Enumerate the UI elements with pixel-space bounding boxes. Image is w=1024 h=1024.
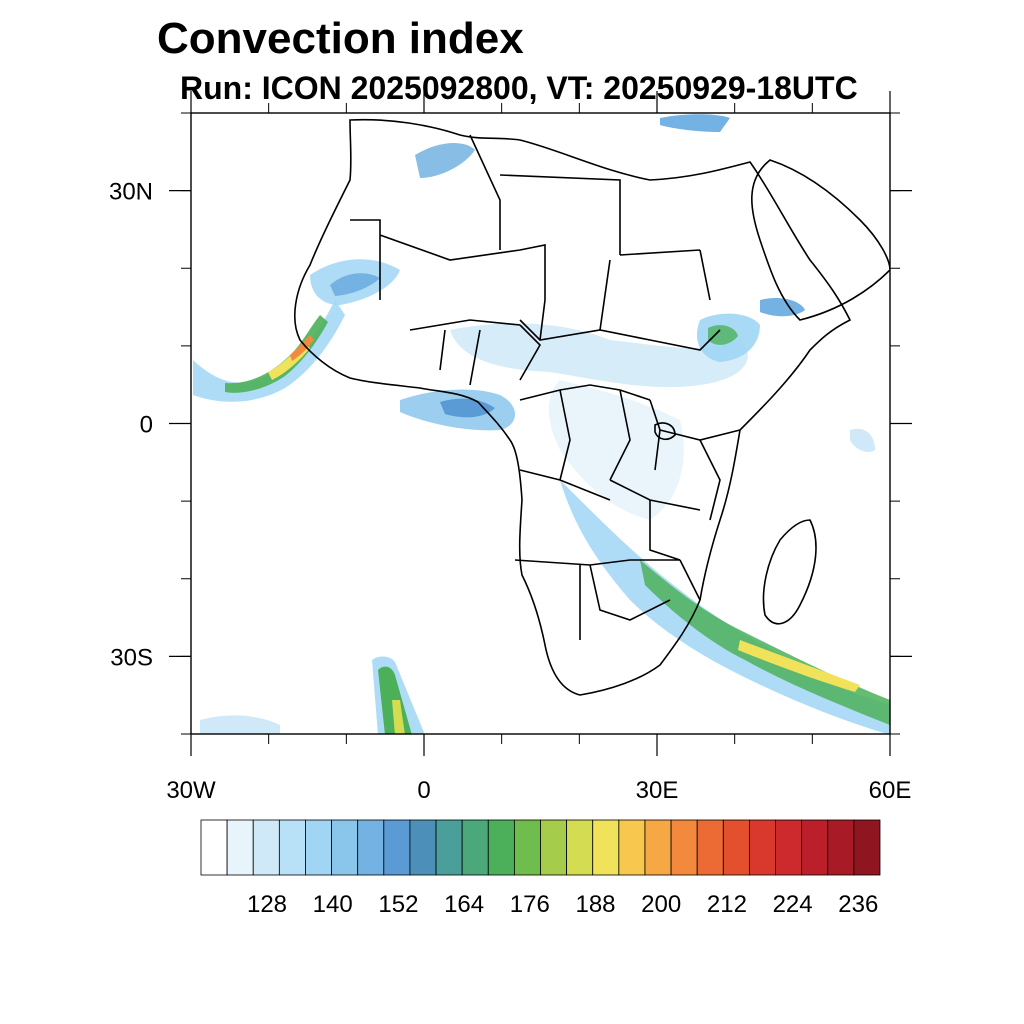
colorbar-labels: 128 140 152 164 176 188 200 212 224 236 — [247, 891, 878, 918]
colorbar-swatch — [305, 819, 332, 876]
border-lines — [350, 134, 741, 640]
axis-tick-labels: 30W 0 30E 60E 30N 0 30S — [109, 179, 911, 804]
convection-band-west-africa — [193, 300, 345, 402]
colorbar-label: 128 — [247, 891, 287, 918]
colorbar — [200, 819, 881, 876]
colorbar-swatch — [775, 819, 803, 876]
colorbar-swatch — [487, 819, 515, 876]
colorbar-swatch — [278, 819, 306, 876]
colorbar-swatch — [696, 819, 724, 876]
x-tick-label: 0 — [417, 777, 430, 804]
colorbar-label: 236 — [838, 891, 878, 918]
colorbar-swatch — [252, 819, 280, 876]
colorbar-label: 164 — [444, 891, 484, 918]
colorbar-label: 140 — [313, 891, 353, 918]
x-tick-label: 30E — [636, 777, 679, 804]
colorbar-swatch — [540, 819, 568, 876]
chart-title: Convection index — [157, 14, 524, 63]
convection-field — [193, 114, 890, 734]
colorbar-swatch — [200, 819, 228, 876]
colorbar-swatch — [331, 819, 359, 876]
colorbar-swatch — [357, 819, 385, 876]
colorbar-swatch — [566, 819, 594, 876]
x-tick-label: 30W — [166, 777, 216, 804]
colorbar-swatch — [644, 819, 672, 876]
colorbar-swatch — [749, 819, 776, 876]
africa-coastline — [294, 118, 852, 696]
colorbar-swatch — [383, 819, 411, 876]
madagascar-coastline — [762, 519, 817, 625]
x-tick-label: 60E — [869, 777, 912, 804]
colorbar-label: 212 — [707, 891, 747, 918]
colorbar-label: 176 — [510, 891, 550, 918]
colorbar-label: 188 — [575, 891, 615, 918]
colorbar-swatch — [226, 819, 254, 876]
colorbar-swatch — [618, 819, 646, 876]
axis-ticks — [169, 91, 912, 756]
chart-subtitle: Run: ICON 2025092800, VT: 20250929-18UTC — [180, 70, 858, 106]
colorbar-label: 224 — [773, 891, 813, 918]
colorbar-swatch — [592, 819, 620, 876]
colorbar-swatch — [670, 819, 698, 876]
colorbar-swatch — [409, 819, 437, 876]
colorbar-swatch — [801, 819, 829, 876]
lake-victoria — [654, 422, 676, 441]
coastlines-and-borders — [294, 118, 890, 696]
colorbar-swatch — [722, 819, 750, 876]
arabia-coastline — [751, 159, 890, 321]
colorbar-swatch — [827, 819, 855, 876]
y-tick-label: 0 — [140, 412, 153, 439]
y-tick-label: 30N — [109, 179, 153, 206]
y-tick-label: 30S — [110, 644, 153, 671]
plot-frame — [190, 112, 891, 735]
colorbar-label: 152 — [378, 891, 418, 918]
colorbar-swatch — [513, 819, 541, 876]
colorbar-swatch — [435, 819, 463, 876]
colorbar-swatch — [461, 819, 489, 876]
colorbar-label: 200 — [641, 891, 681, 918]
colorbar-swatch — [853, 819, 881, 876]
